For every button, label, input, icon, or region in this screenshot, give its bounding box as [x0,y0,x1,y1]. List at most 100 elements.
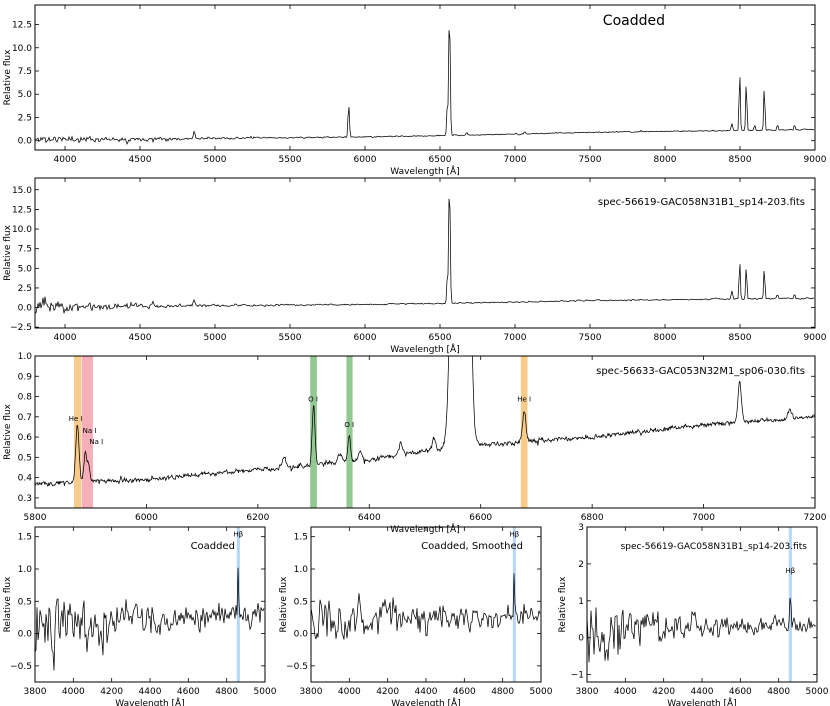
ytick-label-p6-3: 2 [578,560,584,570]
xtick-label-p2-9: 8500 [729,333,752,343]
panel-p5: Hβ 3800 4000 4200 4400 4600 4800 5000 −0.5 0.0 0.5… [279,526,553,706]
axes-frame-p1 [34,4,816,151]
ytick-label-p2-7: 15.0 [12,186,32,196]
xtick-label-p2-2: 5000 [204,333,227,343]
xtick-label-p3-5: 6800 [581,513,604,523]
xtick-label-p1-0: 4000 [54,155,77,165]
line-band-p4-0 [236,527,240,682]
spectrum-p2 [35,198,815,314]
xtick-label-p6-3: 4400 [691,687,714,697]
line-band-p3-3 [346,356,353,508]
ytick-label-p4-0: −0.5 [10,662,32,672]
xtick-label-p6-2: 4200 [652,687,675,697]
ytick-label-p2-2: 2.5 [18,284,32,294]
xtick-label-p1-9: 8500 [729,155,752,165]
ylabel-p3: Relative flux [3,403,13,460]
xtick-label-p5-5: 4800 [491,687,514,697]
xtick-label-p5-6: 5000 [530,687,553,697]
xtick-label-p4-4: 4600 [177,687,200,697]
xtick-label-p4-2: 4200 [100,687,123,697]
xtick-label-p2-7: 7500 [579,333,602,343]
ytick-label-p1-5: 12.5 [12,21,32,31]
xtick-label-p6-0: 3800 [576,687,599,697]
ytick-label-p3-7: 1.0 [18,352,33,362]
line-band-p5-0 [512,527,516,682]
xtick-label-p3-0: 5800 [24,513,47,523]
ytick-label-p1-3: 7.5 [18,67,32,77]
ylabel-p6: Relative flux [558,576,568,633]
xtick-label-p1-8: 8000 [654,155,677,165]
annotation-p3-2: Na I [89,438,103,446]
ytick-label-p2-3: 5.0 [18,264,33,274]
xtick-label-p5-2: 4200 [376,687,399,697]
xtick-label-p6-6: 5000 [806,687,829,697]
spectrum-p5 [311,573,541,640]
xtick-label-p4-3: 4400 [139,687,162,697]
xtick-label-p2-10: 9000 [804,333,827,343]
xtick-label-p4-5: 4800 [215,687,238,697]
ytick-label-p2-0: −2.5 [10,323,32,333]
xtick-label-p3-2: 6200 [246,513,269,523]
xtick-label-p3-1: 6000 [135,513,158,523]
panel-title-p1: Coadded [603,13,665,29]
xtick-label-p4-0: 3800 [24,687,47,697]
ylabel-p1: Relative flux [3,49,13,106]
ytick-label-p2-6: 12.5 [12,205,32,215]
xtick-label-p1-4: 6000 [354,155,377,165]
line-band-p6-0 [788,527,792,682]
ytick-label-p5-2: 0.5 [294,597,308,607]
xtick-label-p6-4: 4600 [729,687,752,697]
xtick-label-p2-4: 6000 [354,333,377,343]
ytick-label-p2-4: 7.5 [18,245,32,255]
annotation-p3-1: Na I [83,427,97,435]
ytick-label-p1-1: 2.5 [18,113,32,123]
ytick-label-p3-4: 0.7 [18,413,32,423]
xtick-label-p1-2: 5000 [204,155,227,165]
annotation-p5-0: Hβ [509,531,519,539]
ytick-label-p2-1: 0.0 [18,304,33,314]
ytick-label-p1-4: 10.0 [12,44,32,54]
spectrum-p6 [587,597,817,663]
annotation-p6-0: Hβ [785,567,795,575]
xtick-label-p3-3: 6400 [358,513,381,523]
ytick-label-p3-3: 0.6 [18,433,33,443]
xlabel-p1: Wavelength [Å] [390,165,459,177]
line-band-p3-1 [81,356,93,508]
ytick-label-p1-0: 0.0 [18,137,33,147]
xtick-label-p1-3: 5500 [279,155,302,165]
ytick-label-p6-4: 3 [578,523,584,533]
panel-p4: Hβ 3800 4000 4200 4400 4600 4800 5000 −0.5 0.0 0.5… [3,526,277,706]
ytick-label-p4-1: 0.0 [18,630,33,640]
panel-title-p3: spec-56633-GAC053N32M1_sp06-030.fits [596,366,805,377]
panel-title-p6: spec-56619-GAC058N31B1_sp14-203.fits [621,542,808,552]
ylabel-p4: Relative flux [3,576,13,633]
xlabel-p4: Wavelength [Å] [115,697,184,706]
spectrum-p1 [35,30,815,146]
line-band-p3-4 [520,356,528,508]
ytick-label-p5-0: −0.5 [286,662,308,672]
ytick-label-p2-5: 10.0 [12,225,32,235]
ylabel-p2: Relative flux [3,224,13,281]
spectrum-p4 [35,567,265,671]
xtick-label-p5-0: 3800 [300,687,323,697]
panel-title-p4: Coadded [191,541,235,552]
panel-p6: Hβ 3800 4000 4200 4400 4600 4800 5000 −1 0 1 2 3 Wave… [558,523,829,706]
xtick-label-p3-4: 6600 [469,513,492,523]
ytick-label-p3-2: 0.5 [18,453,32,463]
ytick-label-p6-1: 0 [578,634,584,644]
panel-title-p2: spec-56619-GAC058N31B1_sp14-203.fits [598,197,805,208]
xtick-label-p5-4: 4600 [453,687,476,697]
ytick-label-p6-0: −1 [571,671,584,681]
xtick-label-p2-1: 4500 [129,333,152,343]
ytick-label-p4-4: 1.5 [18,533,32,543]
ytick-label-p4-2: 0.5 [18,597,32,607]
xtick-label-p2-5: 6500 [429,333,452,343]
axes-frame-p3 [34,355,816,509]
annotation-p3-0: He I [69,415,83,423]
panel-title-p5: Coadded, Smoothed [421,541,523,552]
spectrum-p3 [35,356,815,487]
xlabel-p5: Wavelength [Å] [391,697,460,706]
xlabel-p2: Wavelength [Å] [390,343,459,355]
xtick-label-p2-6: 7000 [504,333,527,343]
